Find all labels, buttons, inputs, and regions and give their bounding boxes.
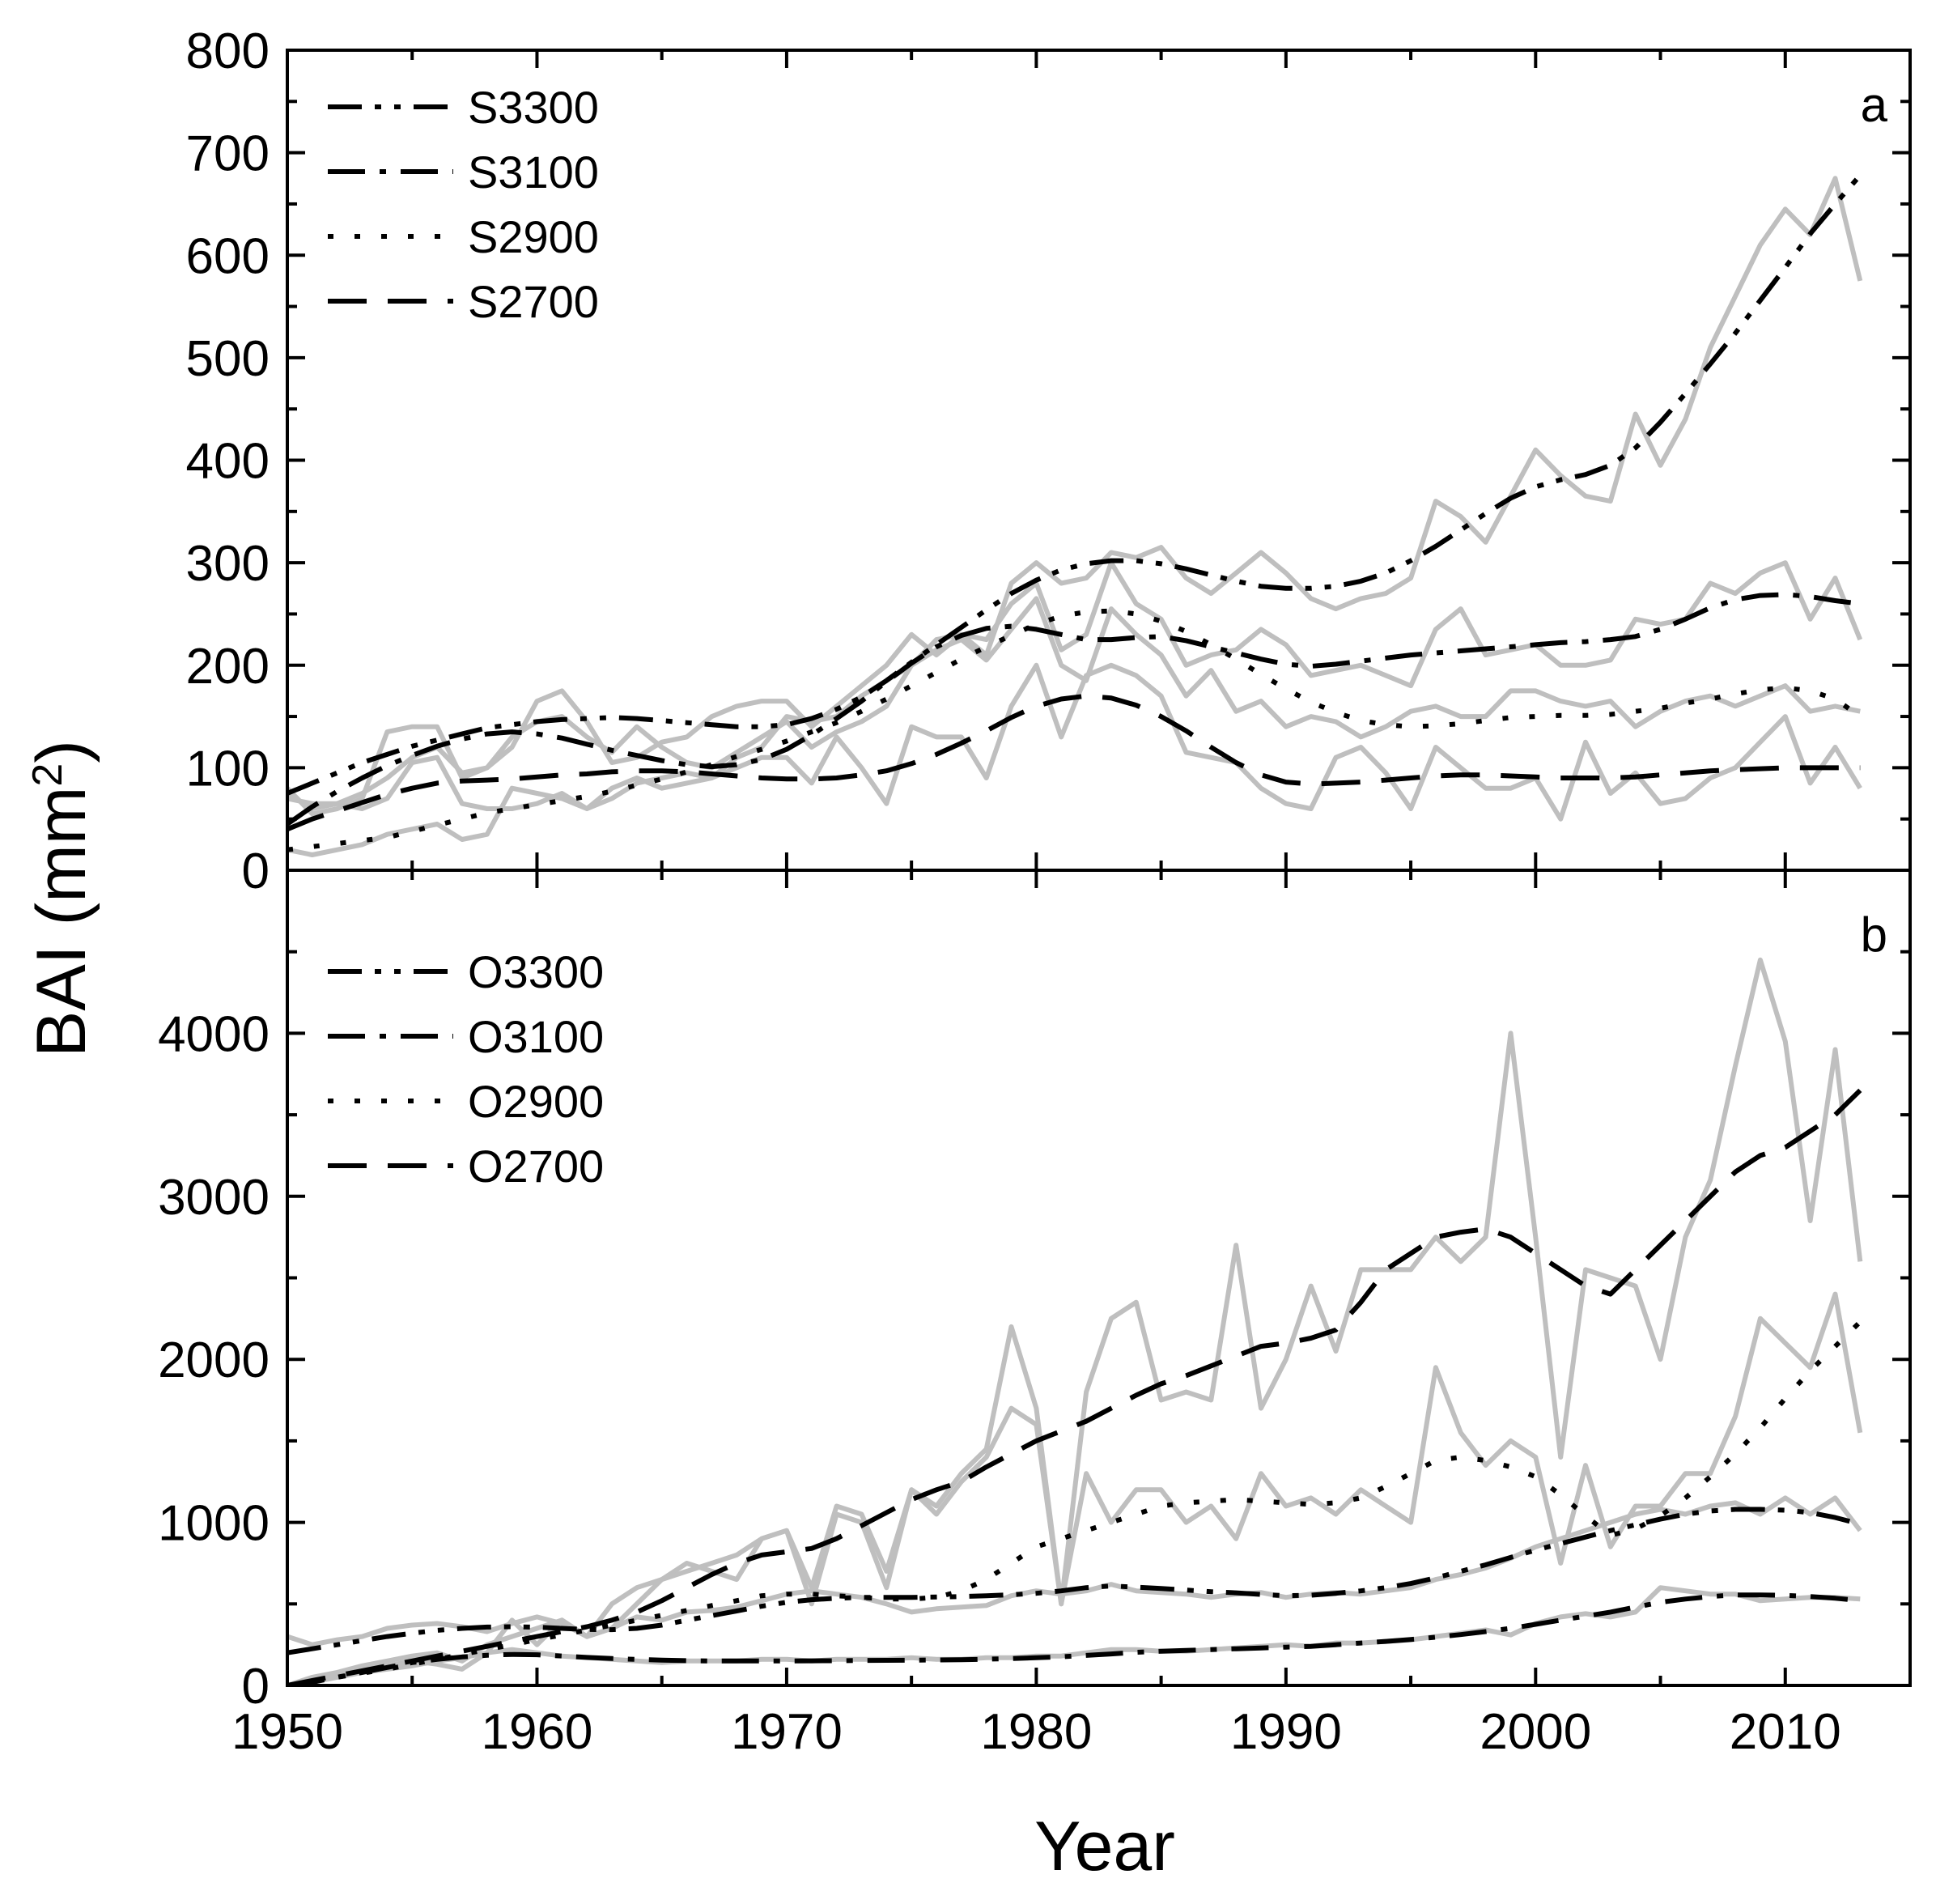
- panel-b: 0 1000 2000 3000 4000 1950 1960 1970 1980 1990 200…: [158, 869, 1912, 1760]
- y-tick-label-a: 400: [186, 434, 270, 490]
- x-tick-label: 2000: [1480, 1704, 1591, 1760]
- series-raw-O3300: [287, 1495, 1862, 1647]
- series-raw-O2700: [287, 957, 1863, 1685]
- x-tick-label: 1960: [481, 1704, 592, 1760]
- y-tick-label-a: 100: [186, 741, 270, 797]
- x-tick-label: 1950: [231, 1704, 343, 1760]
- panel-letter-b: b: [1861, 907, 1887, 962]
- panel-letter-a: a: [1861, 78, 1888, 132]
- y-axis-title-close: ): [23, 740, 100, 763]
- series-trend-O3300: [287, 1507, 1862, 1655]
- series-raw-O3100: [287, 1585, 1861, 1685]
- plot-area-b: [287, 957, 1863, 1685]
- y-tick-label-a: 200: [186, 639, 270, 695]
- series-trend-O2700: [287, 1088, 1862, 1685]
- panel-a: 0 100 200 300 400 500 600 700 800 a S3300 S3100 S290…: [186, 23, 1912, 899]
- y-tick-label-b: 1000: [158, 1496, 270, 1552]
- y-tick-label-b: 0: [242, 1659, 270, 1715]
- legend-label-O2700: O2700: [468, 1141, 604, 1192]
- x-axis-title: Year: [1034, 1808, 1175, 1885]
- series-raw-S2700: [287, 662, 1862, 857]
- y-axis-title: BAI (mm2): [23, 740, 100, 1057]
- y-tick-label-a: 800: [186, 23, 270, 79]
- y-tick-label-b: 3000: [158, 1170, 270, 1226]
- series-trend-S3300: [287, 173, 1862, 796]
- y-tick-label-a: 600: [186, 228, 270, 284]
- legend-label-O3100: O3100: [468, 1011, 604, 1062]
- legend-label-S2700: S2700: [468, 276, 599, 327]
- legend-label-S3300: S3300: [468, 82, 599, 133]
- legend-label-O2900: O2900: [468, 1076, 604, 1127]
- y-tick-label-a: 0: [242, 844, 270, 899]
- series-raw-S3300: [287, 176, 1863, 817]
- x-tick-label: 1990: [1230, 1704, 1342, 1760]
- y-tick-label-a: 500: [186, 331, 270, 387]
- plot-area-a: [287, 173, 1863, 857]
- x-tick-label: 2010: [1730, 1704, 1841, 1760]
- y-tick-label-b: 2000: [158, 1332, 270, 1388]
- y-tick-label-a: 700: [186, 126, 270, 182]
- y-axis-title-main: BAI (mm: [23, 787, 100, 1057]
- series-trend-S2700: [287, 693, 1861, 832]
- legend-label-S2900: S2900: [468, 211, 599, 262]
- series-raw-S3100: [287, 560, 1863, 811]
- y-tick-label-b: 4000: [158, 1006, 270, 1062]
- x-tick-label: 1970: [731, 1704, 843, 1760]
- x-tick-label: 1980: [980, 1704, 1092, 1760]
- series-raw-S2900: [287, 596, 1861, 811]
- series-trend-O3100: [287, 1592, 1861, 1685]
- legend-label-O3300: O3300: [468, 946, 604, 997]
- y-tick-label-a: 300: [186, 536, 270, 592]
- legend-label-S3100: S3100: [468, 147, 599, 198]
- y-axis-title-superscript: 2: [24, 763, 71, 787]
